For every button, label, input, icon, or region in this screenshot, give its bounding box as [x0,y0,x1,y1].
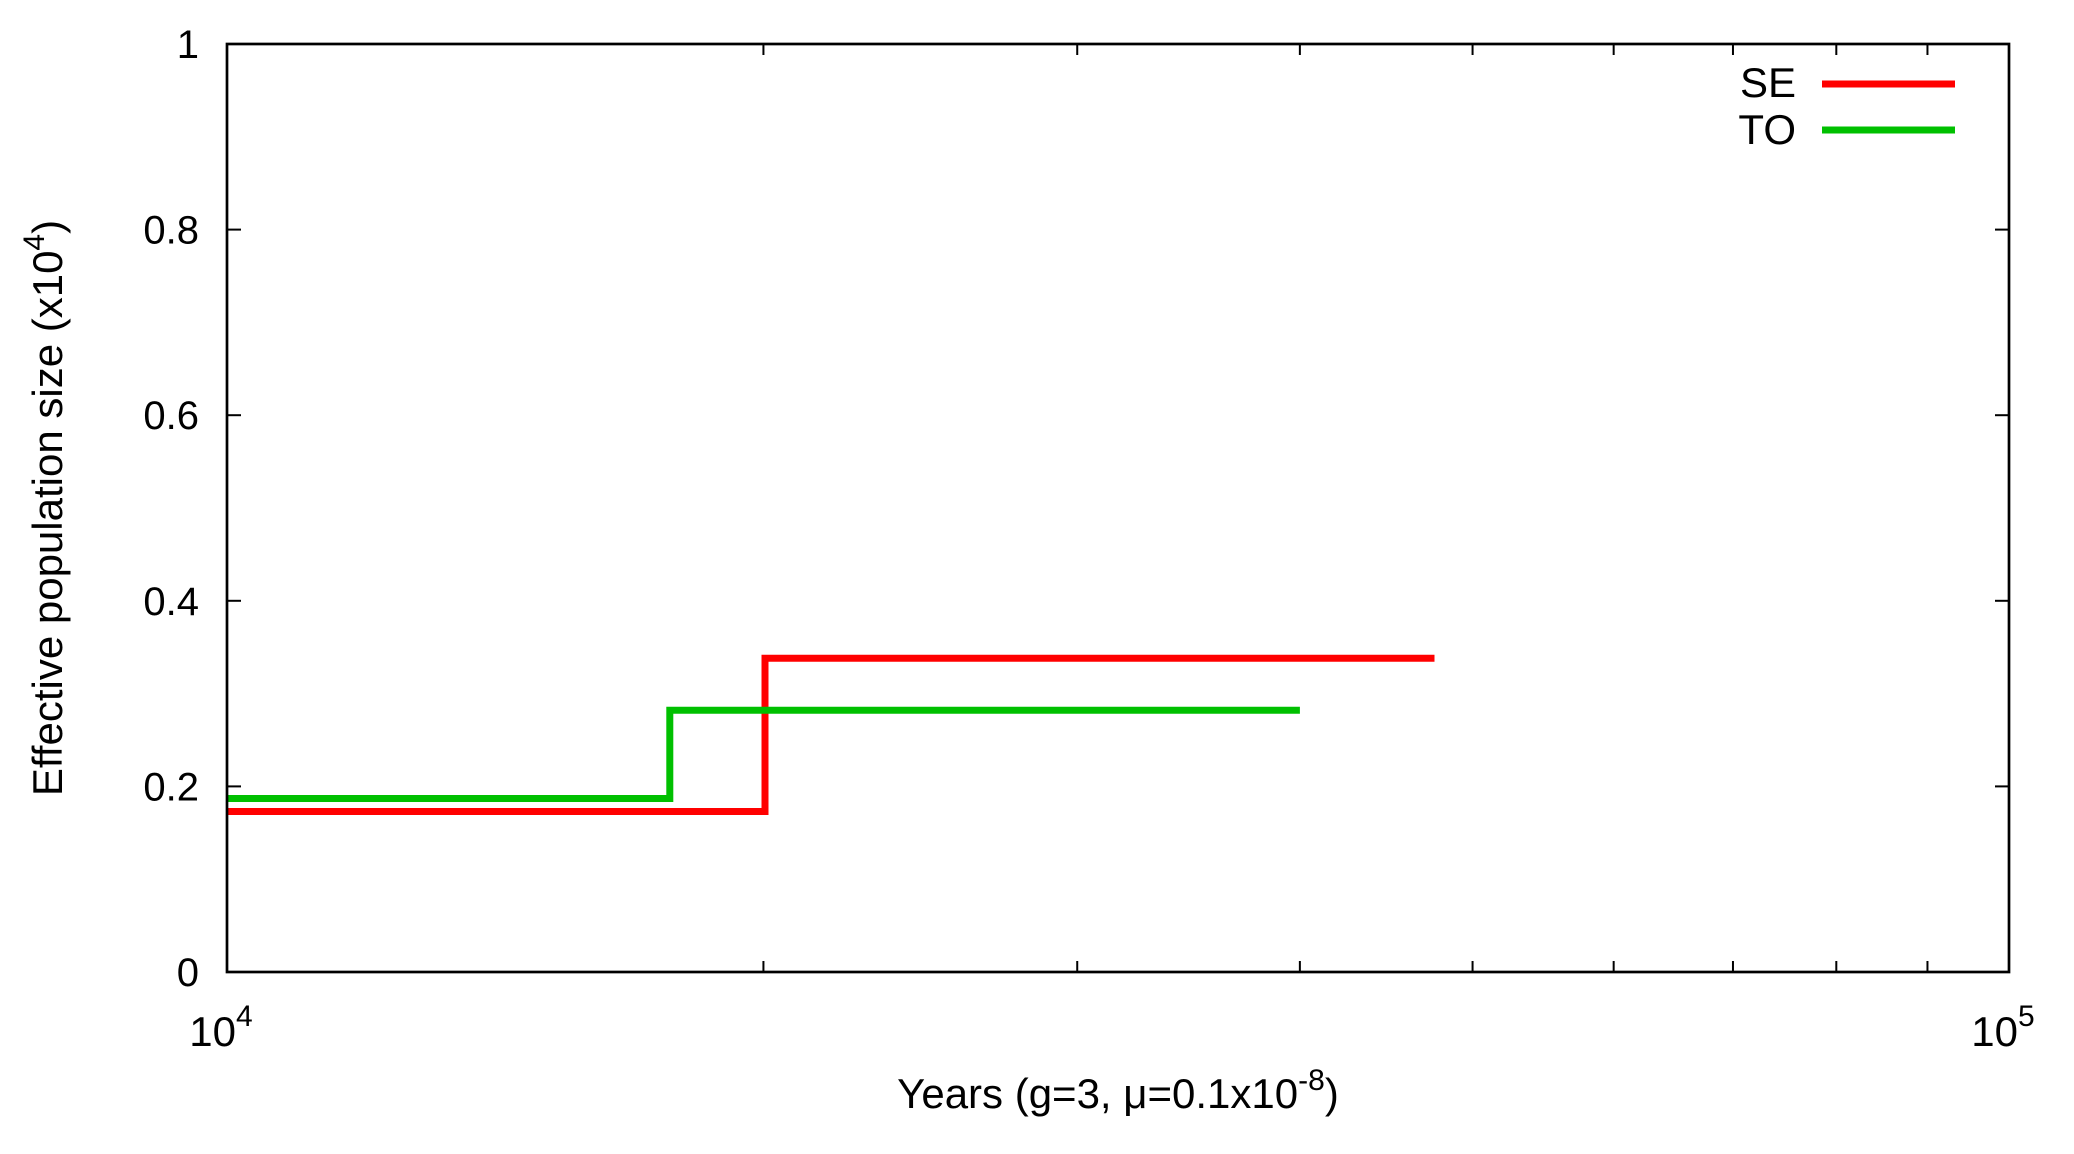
x-tick-label: 104 [189,1000,252,1055]
series-line-to [227,706,1300,802]
y-tick-label: 0.4 [143,580,199,624]
y-axis: 0 0.2 0.4 0.6 0.8 1 [143,23,2009,995]
plot-marks [227,654,1435,815]
y-tick-label: 0.6 [143,394,199,438]
x-axis: 104 105 [189,44,2035,1055]
plot-frame [225,42,2011,974]
y-tick-label: 0.8 [143,209,199,253]
y-tick-label: 0 [177,951,199,995]
x-tick-label: 105 [1971,1000,2034,1055]
y-tick-label: 0.2 [143,765,199,809]
series-line-se [227,654,1435,815]
x-axis-label: Years (g=3, μ=0.1x10-8) [897,1064,1339,1117]
legend: SE TO [1738,59,1955,153]
legend-label-se: SE [1740,59,1796,106]
legend-label-to: TO [1738,106,1796,153]
y-tick-label: 1 [177,23,199,67]
y-axis-label: Effective population size (x104) [18,220,71,796]
